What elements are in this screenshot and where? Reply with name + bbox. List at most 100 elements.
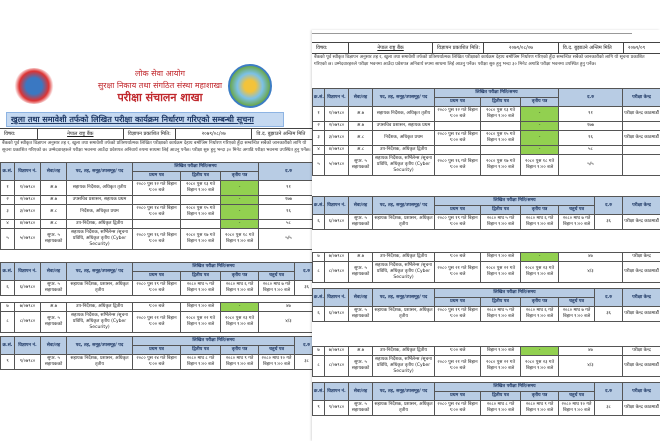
header-schedule: लिखित परीक्षा मिति/समय [131, 162, 260, 172]
header-p4: चतुर्थ पत्र [557, 391, 596, 401]
header-p4: चतुर्थ पत्र [257, 345, 296, 355]
header-p1: प्रथम पत्र [132, 171, 181, 181]
header-post: पद, तह, समूह/उपसमूह/ पद [372, 88, 435, 107]
cell-ad: १/०७९८० [324, 106, 349, 122]
table-row: ७ ७/०७९८० अ.७ उप-निर्देशक, अधिकृत द्वितीय ९:… [312, 346, 660, 356]
cell-post: निर्देशक, अधिकृत प्रथम [372, 130, 435, 146]
cell-sn: ८ [0, 311, 15, 333]
table-row: ५ ५/०७९८० सुपर. ५ सहायकको सहायक निर्देशक, स… [0, 228, 320, 250]
cell-ad: ३/०७९८० [324, 130, 349, 146]
cell-sn: ७ [312, 252, 325, 262]
cell-code: ९१ [558, 106, 624, 122]
cell-post: उप-निर्देशक, अधिकृत द्वितीय [372, 346, 435, 356]
cell-sn: ५ [312, 154, 325, 176]
header-code: द.रु [594, 196, 624, 215]
cell-p1: २०८० पुस १४ गते बिहान ९:०० बजे [132, 204, 181, 220]
org-name: लोक सेवा आयोग [134, 69, 186, 78]
org-division: सुरक्षा निकाय तथा संगठित संस्था महाशाखा [97, 81, 223, 90]
schedule-table: क्र.सं. विज्ञापन नं. सेवा/तह पद, तह, समूह/उ… [0, 336, 320, 370]
header-sn: क्र.सं. [312, 196, 325, 215]
cell-p3: - [219, 204, 260, 220]
cell-p1: २०८० पुस २१ गते बिहान ९:०० बजे [434, 355, 481, 377]
cell-post: उपसचिव प्रशासन, सहायक प्रथम [66, 195, 133, 205]
table-header-row: प्रथम पत्र द्वितीय पत्र तृतीय पत्र [313, 97, 660, 107]
header-p3: तृतीय पत्र [520, 391, 559, 401]
cell-level: अ.७ [40, 195, 67, 205]
cell-code: १७७ [558, 121, 624, 131]
cell-ad: ५/०७९८० [14, 228, 41, 250]
cell-p2 [480, 121, 521, 131]
cell-code: १७७ [258, 195, 320, 205]
cell-ad: २/०७९८० [324, 121, 349, 131]
table-row: २ २/०७९८० अ.७ उपसचिव प्रशासन, सहायक प्रथम -१… [312, 121, 660, 131]
cell-code: ४७ [558, 346, 623, 356]
cell-venue: परीक्षा केन्द्र [622, 346, 660, 356]
cell-code: ४/३ [558, 355, 623, 377]
header-code: द.रु [258, 162, 320, 181]
schedule-table: क्र.सं. विज्ञापन नं. सेवा/तह पद, तह, समूह/उ… [312, 196, 660, 230]
header-p3: तृतीय पत्र [520, 297, 559, 307]
cell-p4: २०८० माघ १० गते बिहान ९:०० बजे [257, 354, 296, 370]
cell-p1 [434, 145, 481, 155]
cell-post: सहायक निर्देशक, प्रशासन, अधिकृत तृतीय [372, 214, 435, 230]
cell-p2: २०८० पुस १५ गते बिहान ९:०० बजे [480, 130, 521, 146]
header-p1: प्रथम पत्र [132, 271, 181, 281]
date-label: विज्ञापन प्रकाशित मिति: [433, 43, 485, 53]
header-post: पद, तह, समूह/उपसमूह/ पद [372, 196, 435, 215]
header-p4: चतुर्थ पत्र [557, 205, 596, 215]
notice-title: खुला तथा समावेशी तर्फको लिखित परीक्षा का… [6, 112, 284, 127]
cell-p3: २०८० माघ ९ गते बिहान ९:०० बजे [520, 400, 559, 416]
cell-p3: - [219, 195, 260, 205]
header-level: सेवा/तह [40, 262, 67, 281]
cell-p3: २०८० पुस २३ गते बिहान ९:०० बजे [520, 355, 559, 377]
table-header-row: क्र.सं. विज्ञापन नं. सेवा/तह पद, तह, समूह/उ… [0, 336, 320, 355]
date-label: विज्ञापन प्रकाशित मिति: [124, 129, 177, 139]
table-header-row: क्र.सं. विज्ञापन नं. सेवा/तह पद, तह, समूह/उ… [312, 196, 660, 215]
header-schedule: लिखित परीक्षा मिति/समय [131, 336, 296, 346]
cell-code: ५/५ [258, 228, 320, 250]
subject-label: विषय: [312, 43, 350, 53]
header-p2: द्वितीय पत्र [480, 97, 521, 107]
psc-logo [228, 64, 272, 108]
cell-p1: २०८० पुस १४ गते बिहान ९:०० बजे [434, 130, 481, 146]
cell-p2: बिहान ९:०० बजे [480, 346, 521, 356]
cell-code: ३६ [594, 306, 624, 322]
header-post: पद, तह, समूह/उपसमूह/ पद [66, 162, 133, 181]
table-row: ४ ४/०७९८० अ.८ उप-निर्देशक, अधिकृत द्वितीय -५… [312, 145, 660, 155]
header-p3: तृतीय पत्र [220, 271, 259, 281]
info-row: विषय: नेपाल राष्ट्र बैंक विज्ञापन प्रकाश… [312, 42, 660, 54]
cell-sn: ६ [312, 214, 325, 230]
cell-post: उपसचिव प्रशासन, सहायक प्रथम [372, 121, 435, 131]
cell-sn: ७ [312, 346, 325, 356]
cell-sn: ८ [312, 261, 325, 283]
header-sn: क्र.सं. [312, 88, 325, 107]
header-schedule: लिखित परीक्षा मिति/समय [433, 382, 596, 392]
cell-sn: २ [312, 121, 325, 131]
table-row: ८ ८/०७९८० सुपर. ५ सहायकको सहायक निर्देशक, स… [312, 261, 660, 283]
cell-venue: परीक्षा केन्द्र काठमाडौं [622, 214, 660, 230]
table-row: ३ ३/०७९८० अ.८ निर्देशक, अधिकृत प्रथम २०८० पु… [0, 204, 320, 220]
cell-p3: २०८० माघ ६ गते बिहान ९:०० बजे [520, 214, 559, 230]
cell-p2: २०८० पुस १३ गते बिहान ९:०० बजे [480, 106, 521, 122]
header-ad: विज्ञापन नं. [324, 382, 349, 401]
cell-code: १६ [258, 204, 320, 220]
cell-p1 [132, 219, 181, 229]
header-level: सेवा/तह [348, 196, 373, 215]
table-header-row: प्रथम पत्र द्वितीय पत्र तृतीय पत्र चतुर्थ प… [313, 205, 660, 215]
header-p4: चतुर्थ पत्र [557, 297, 596, 307]
schedule-table: क्र.सं. विज्ञापन नं. सेवा/तह पद, तह, समूह/उ… [312, 88, 660, 176]
cell-level: अ.७ [40, 180, 67, 196]
cell-ad: ६/०७९८० [324, 214, 349, 230]
table-row: ६ ६/०७९८० सुपर. ५ सहायकको सहायक निर्देशक, प… [312, 306, 660, 322]
header-venue: परीक्षा केन्द्र [622, 382, 660, 401]
cell-code: ५८ [258, 219, 320, 229]
cell-venue: परीक्षा केन्द्र काठमाडौं [622, 400, 660, 416]
cell-level: अ.७ [348, 106, 373, 122]
cell-p1: २०८० पुस १२ गते बिहान ९:०० बजे [434, 106, 481, 122]
table-row: ८ ८/०७९८० सुपर. ५ सहायकको सहायक निर्देशक, स… [312, 355, 660, 377]
cell-ad: १/०७९८० [14, 180, 41, 196]
cell-venue [622, 121, 660, 131]
table-row: ६ ६/०७९८० सुपर. ५ सहायकको सहायक निर्देशक, प… [0, 280, 320, 296]
header-ad: विज्ञापन नं. [324, 288, 349, 307]
cell-code: ४७ [258, 302, 319, 312]
